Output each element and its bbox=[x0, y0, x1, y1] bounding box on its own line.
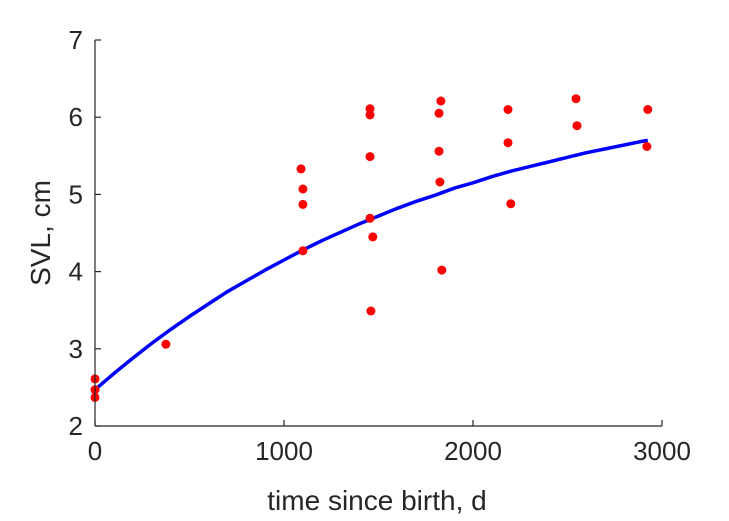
data-point bbox=[298, 199, 308, 209]
x-axis-label: time since birth, d bbox=[267, 485, 486, 516]
y-tick-label: 5 bbox=[69, 179, 83, 209]
data-point bbox=[368, 232, 378, 242]
data-point bbox=[365, 110, 375, 120]
axes bbox=[94, 40, 662, 427]
y-tick-label: 6 bbox=[69, 102, 83, 132]
data-point bbox=[643, 105, 653, 114]
data-point bbox=[642, 142, 652, 151]
y-tick-label: 2 bbox=[69, 411, 83, 441]
x-tick-label: 0 bbox=[88, 436, 102, 466]
data-point bbox=[366, 306, 376, 316]
data-point bbox=[296, 164, 306, 174]
data-point bbox=[572, 121, 582, 131]
data-point bbox=[503, 105, 513, 114]
data-point bbox=[365, 104, 375, 114]
data-point bbox=[365, 213, 375, 223]
data-point bbox=[506, 199, 516, 209]
x-tick-label: 1000 bbox=[255, 436, 313, 466]
data-point bbox=[161, 339, 171, 349]
y-tick-label: 7 bbox=[69, 25, 83, 55]
data-point bbox=[298, 246, 308, 256]
data-point bbox=[435, 177, 445, 187]
y-axis-label: SVL, cm bbox=[25, 180, 56, 286]
x-tick-label: 2000 bbox=[444, 436, 502, 466]
plot-marks bbox=[90, 94, 653, 402]
data-point bbox=[571, 94, 581, 104]
ticks: 0 1000 2000 3000 2 3 4 5 6 7 bbox=[69, 25, 691, 466]
y-tick-label: 3 bbox=[69, 334, 83, 364]
data-point bbox=[434, 108, 444, 118]
data-point bbox=[298, 184, 308, 194]
fit-curve-line bbox=[93, 138, 649, 392]
data-point bbox=[436, 96, 446, 106]
data-point bbox=[434, 146, 444, 156]
data-point bbox=[503, 138, 513, 148]
data-point bbox=[437, 265, 447, 275]
data-point bbox=[365, 152, 375, 162]
x-tick-label: 3000 bbox=[633, 436, 691, 466]
y-tick-label: 4 bbox=[69, 257, 83, 287]
